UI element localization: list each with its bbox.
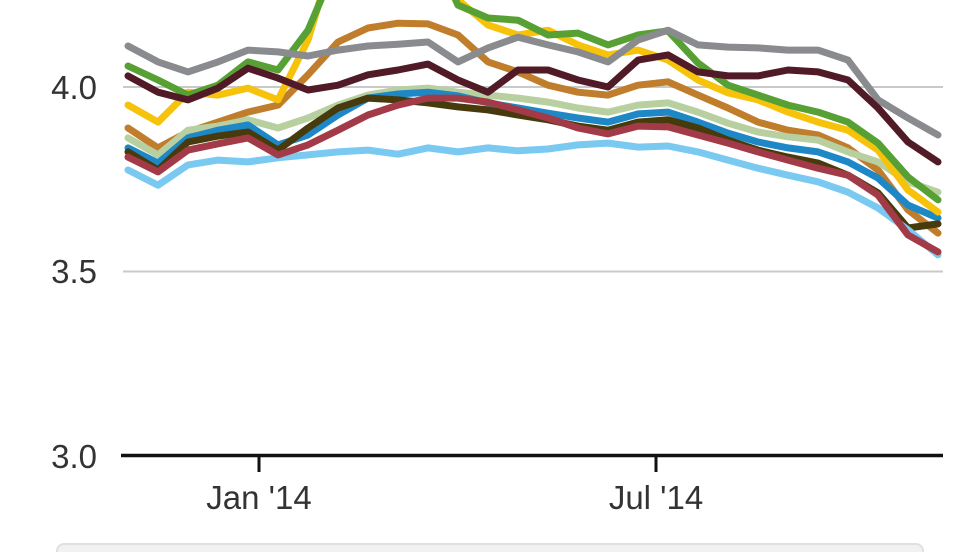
x-tick-label-jan14: Jan '14 xyxy=(206,479,311,516)
series-pale-green xyxy=(124,84,942,196)
gridlines xyxy=(123,86,943,273)
series-sky-blue xyxy=(124,139,942,259)
series-crimson xyxy=(124,94,942,256)
series-orange xyxy=(124,19,942,237)
series-green xyxy=(124,0,942,204)
y-tick-label-3.5: 3.5 xyxy=(51,253,97,290)
series-yellow xyxy=(124,0,942,216)
series-lines xyxy=(124,0,942,259)
y-tick-label-4.0: 4.0 xyxy=(51,69,97,106)
y-tick-label-3.0: 3.0 xyxy=(51,438,97,475)
x-tick-label-jul14: Jul '14 xyxy=(609,479,703,516)
series-dark-maroon xyxy=(124,51,942,166)
series-gray xyxy=(124,26,942,139)
legend-panel xyxy=(56,543,924,552)
x-axis xyxy=(121,453,943,472)
